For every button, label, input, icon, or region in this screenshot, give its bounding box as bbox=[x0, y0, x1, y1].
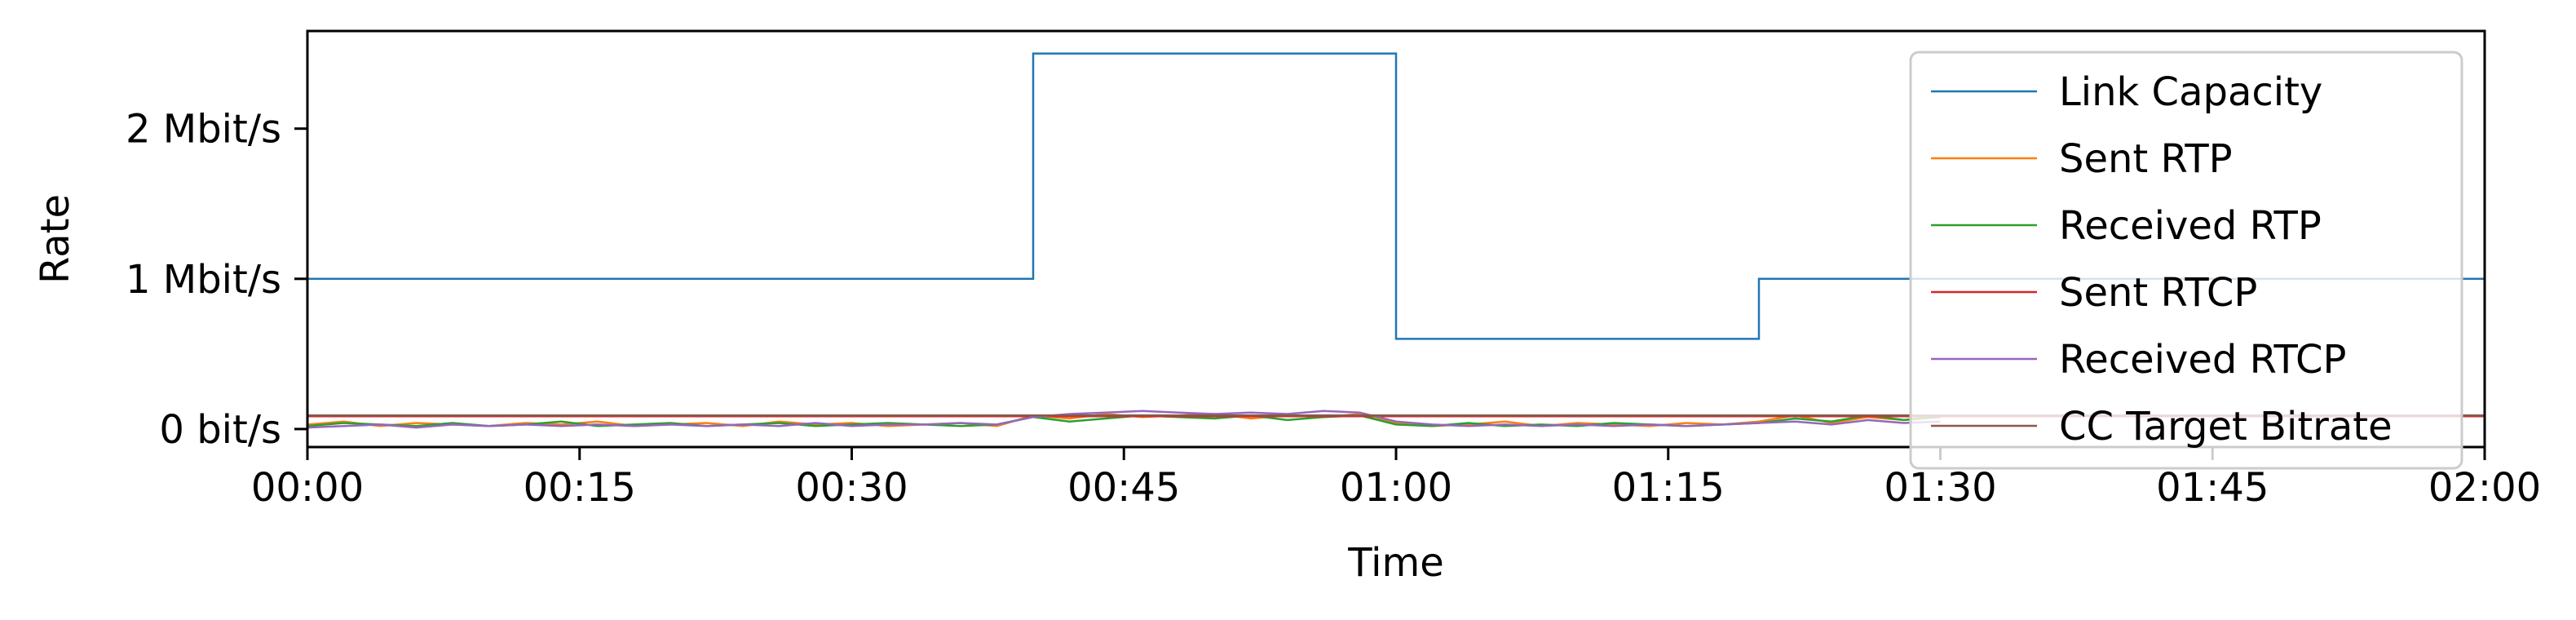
legend-label-received-rtcp: Received RTCP bbox=[2059, 337, 2346, 383]
x-tick-label: 00:45 bbox=[1067, 465, 1180, 511]
x-axis-ticks: 00:00 00:15 00:30 00:45 01:00 01:15 01:30 01:45… bbox=[251, 447, 2541, 511]
series-line-received-rtcp bbox=[307, 410, 1941, 429]
legend: Link Capacity Sent RTP Received RTP Sent RT… bbox=[1909, 51, 2463, 470]
legend-label-link-capacity: Link Capacity bbox=[2059, 69, 2322, 115]
x-axis-title: Time bbox=[1347, 540, 1443, 586]
y-axis-ticks: 0 bit/s 1 Mbit/s 2 Mbit/s bbox=[126, 107, 307, 453]
x-tick-label: 00:00 bbox=[251, 465, 364, 511]
legend-label-sent-rtcp: Sent RTCP bbox=[2059, 270, 2257, 316]
x-tick-label: 00:30 bbox=[795, 465, 908, 511]
x-tick-label: 01:45 bbox=[2156, 465, 2269, 511]
series-line-link-capacity bbox=[307, 52, 2485, 340]
y-axis-title: Rate bbox=[33, 194, 78, 284]
legend-label-cc-target-bitrate: CC Target Bitrate bbox=[2059, 404, 2393, 450]
legend-label-sent-rtp: Sent RTP bbox=[2059, 136, 2233, 182]
x-tick-label: 00:15 bbox=[524, 465, 636, 511]
y-tick-label: 0 bit/s bbox=[159, 407, 281, 453]
x-tick-label: 01:15 bbox=[1612, 465, 1725, 511]
legend-box bbox=[1909, 51, 2463, 470]
legend-label-received-rtp: Received RTP bbox=[2059, 203, 2322, 249]
y-tick-label: 1 Mbit/s bbox=[126, 257, 281, 303]
x-tick-label: 02:00 bbox=[2428, 465, 2541, 511]
x-tick-label: 01:00 bbox=[1340, 465, 1452, 511]
x-tick-label: 01:30 bbox=[1884, 465, 1996, 511]
y-tick-label: 2 Mbit/s bbox=[126, 107, 281, 153]
